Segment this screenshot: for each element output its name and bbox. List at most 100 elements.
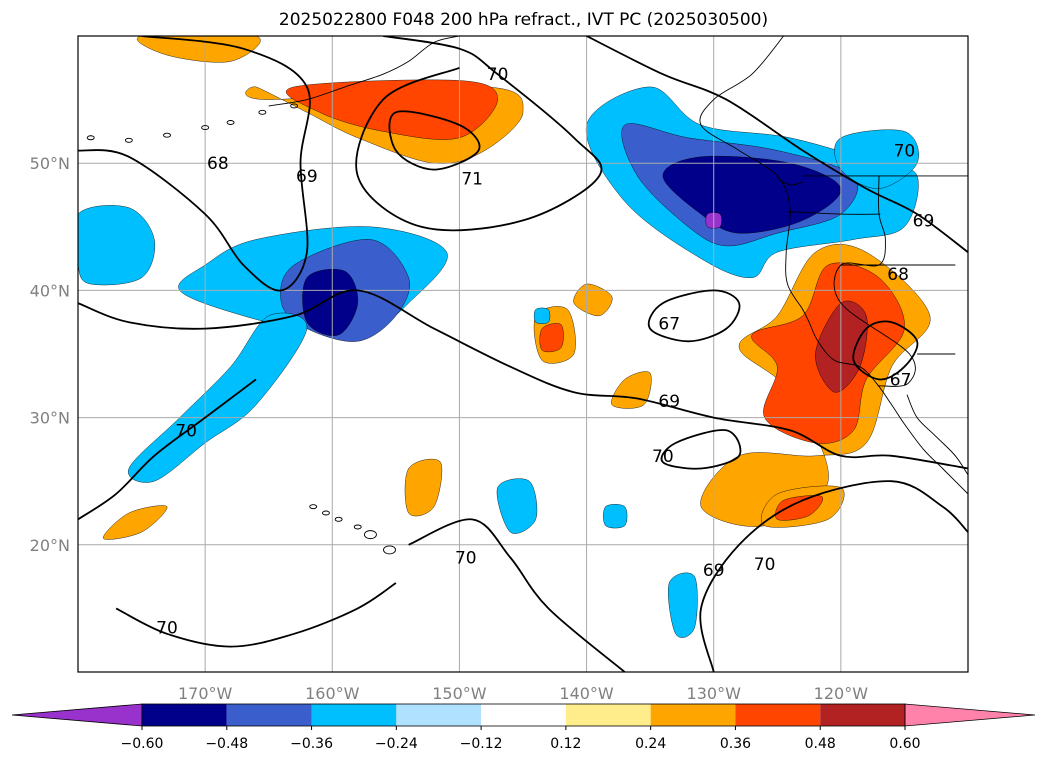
axis-tick-labels: 170°W 160°W 150°W 140°W 130°W 120°W 20°N 30°N 40… <box>30 154 869 703</box>
colorbar-bin-0 <box>142 704 227 726</box>
colorbar-label-5: 0.12 <box>550 736 581 752</box>
contour-line-11 <box>115 582 397 648</box>
coastline-1 <box>906 394 968 476</box>
island-3 <box>201 125 210 131</box>
contour-label-11: 70 <box>175 421 197 441</box>
island-8 <box>363 530 377 540</box>
lat-tick-label-0: 20°N <box>30 536 70 555</box>
contour-label-3: 69 <box>296 167 318 187</box>
filled-contours <box>78 36 931 638</box>
contour-line-3 <box>586 36 968 253</box>
page-title: 2025022800 F048 200 hPa refract., IVT PC… <box>278 10 769 30</box>
contour-label-7: 67 <box>658 314 680 334</box>
filled-region-19 <box>539 323 564 353</box>
colorbar-extend-low <box>11 703 143 727</box>
filled-region-15 <box>815 300 868 393</box>
contour-line-9 <box>408 518 626 672</box>
contour-label-8: 67 <box>890 370 912 390</box>
filled-region-12 <box>137 36 261 63</box>
colorbar-bin-8 <box>820 704 905 726</box>
map-frame <box>77 35 969 673</box>
colorbar-bin-5 <box>565 704 651 726</box>
contour-line-4 <box>647 289 741 343</box>
lon-tick-label-0: 170°W <box>178 684 233 703</box>
colorbar-label-1: −0.48 <box>205 736 248 752</box>
filled-region-20 <box>573 283 613 317</box>
contour-label-14: 70 <box>754 555 776 575</box>
lon-tick-label-4: 130°W <box>687 684 742 703</box>
island-1 <box>124 137 133 143</box>
contour-label-6: 68 <box>887 265 909 285</box>
coastline-5 <box>833 175 916 387</box>
lat-tick-label-3: 50°N <box>30 154 70 173</box>
contour-label-2: 68 <box>207 154 229 174</box>
contour-line-6 <box>78 289 968 470</box>
filled-region-26 <box>603 504 628 529</box>
lon-tick-label-3: 140°W <box>559 684 614 703</box>
island-11 <box>321 510 330 516</box>
lat-tick-label-1: 30°N <box>30 409 70 428</box>
contour-label-13: 69 <box>703 561 725 581</box>
coastline-7 <box>787 211 881 215</box>
contour-label-1: 71 <box>461 169 483 189</box>
contour-line-0 <box>355 36 603 232</box>
island-2 <box>163 132 171 138</box>
colorbar-bin-6 <box>650 704 736 726</box>
contour-label-0: 70 <box>487 65 509 85</box>
colorbar-label-9: 0.60 <box>889 736 920 752</box>
lat-tick-label-2: 40°N <box>30 281 70 300</box>
contour-label-10: 70 <box>652 447 674 467</box>
island-10 <box>334 516 343 522</box>
contour-label-12: 70 <box>455 549 477 569</box>
coastlines <box>86 36 968 555</box>
filled-region-22 <box>404 458 443 517</box>
gridlines <box>78 36 968 672</box>
filled-region-7 <box>302 269 359 336</box>
colorbar-bin-7 <box>735 704 821 726</box>
coastline-3 <box>777 178 803 186</box>
contour-line-2 <box>78 36 311 292</box>
island-12 <box>309 504 318 510</box>
colorbar-bin-2 <box>311 704 397 726</box>
colorbar-label-8: 0.48 <box>805 736 836 752</box>
colorbar-label-3: −0.24 <box>375 736 418 752</box>
colorbar-frame <box>141 703 906 727</box>
contour-line-5 <box>852 320 919 381</box>
lon-tick-label-1: 160°W <box>305 684 360 703</box>
island-0 <box>86 135 95 141</box>
contour-label-15: 70 <box>156 618 178 638</box>
filled-region-4 <box>834 129 919 189</box>
contour-line-8 <box>660 429 742 470</box>
colorbar-label-4: −0.12 <box>460 736 503 752</box>
contour-line-1 <box>388 110 481 171</box>
filled-region-27 <box>533 307 551 324</box>
contour-label-5: 69 <box>913 211 935 231</box>
colorbar-label-2: −0.36 <box>290 736 333 752</box>
colorbar-bin-1 <box>226 704 312 726</box>
island-5 <box>258 109 267 115</box>
filled-region-8 <box>78 205 155 286</box>
filled-region-23 <box>103 505 168 540</box>
contour-labels: 70 71 68 69 70 69 68 67 67 69 70 70 70 69 70 70 <box>156 65 935 638</box>
filled-region-25 <box>668 572 698 638</box>
colorbar-bin-4 <box>481 704 566 726</box>
island-9 <box>353 524 362 530</box>
colorbar-extend-high <box>904 703 1036 727</box>
contour-line-7 <box>78 378 257 521</box>
contour-label-4: 70 <box>894 141 916 161</box>
lon-tick-label-5: 120°W <box>814 684 869 703</box>
contour-label-9: 69 <box>658 392 680 412</box>
island-4 <box>226 120 235 125</box>
contour-line-10 <box>699 480 968 672</box>
colorbar-label-7: 0.36 <box>720 736 751 752</box>
colorbar-label-6: 0.24 <box>635 736 666 752</box>
island-6 <box>290 103 299 109</box>
colorbar: −0.60 −0.48 −0.36 −0.24 −0.12 0.12 0.24 0.36 0.4… <box>11 703 1036 752</box>
colorbar-bin-3 <box>396 704 482 726</box>
contour-lines <box>78 36 968 672</box>
coastline-0 <box>699 36 968 495</box>
filled-region-24 <box>496 478 538 534</box>
island-7 <box>383 545 396 555</box>
lon-tick-label-2: 150°W <box>432 684 487 703</box>
